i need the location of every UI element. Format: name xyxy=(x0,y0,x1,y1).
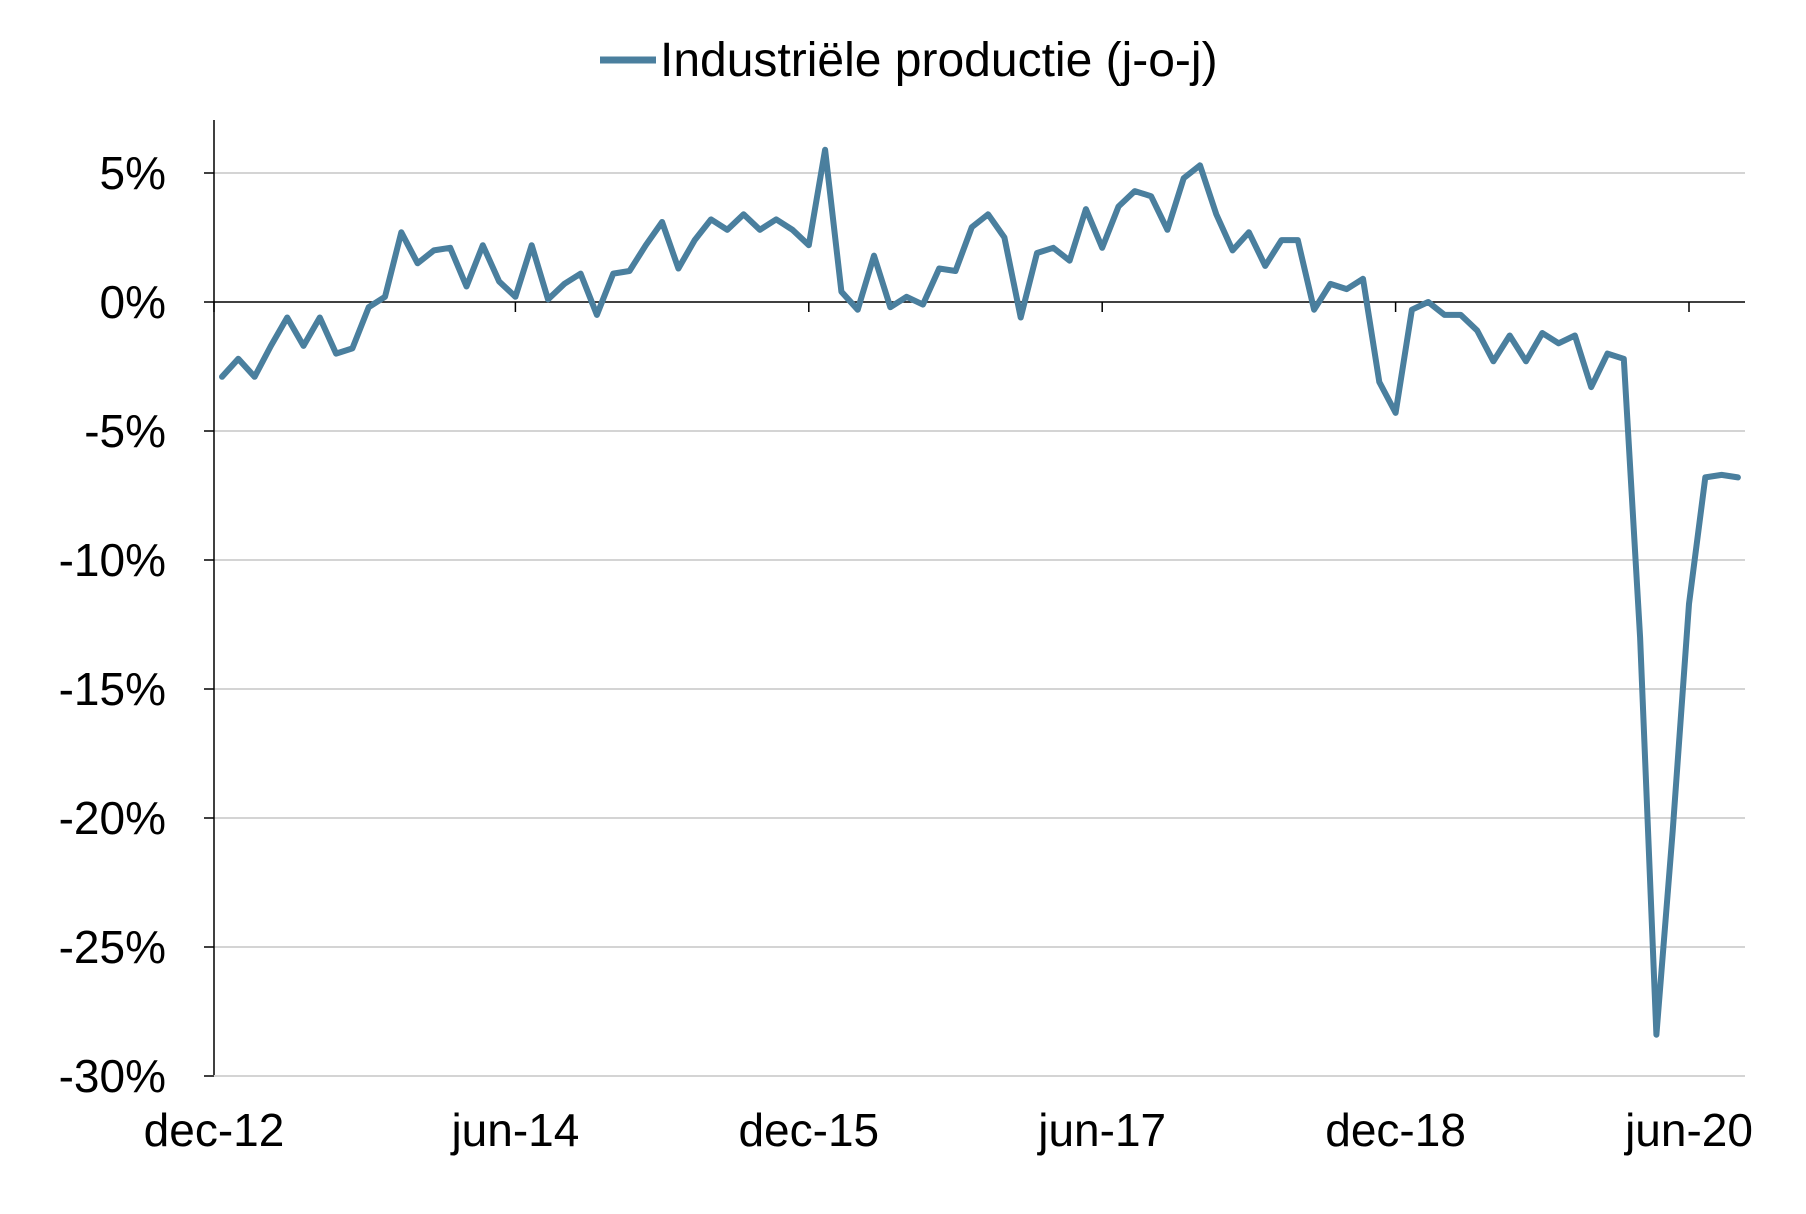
x-tick-label: jun-20 xyxy=(1623,1104,1753,1156)
y-tick-label: -5% xyxy=(84,405,166,457)
legend-label: Industriële productie (j-o-j) xyxy=(660,34,1218,87)
x-tick-label: jun-14 xyxy=(449,1104,579,1156)
y-tick-label: 0% xyxy=(100,276,166,328)
y-tick-label: -15% xyxy=(59,663,166,715)
y-tick-label: 5% xyxy=(100,147,166,199)
y-tick-label: -20% xyxy=(59,792,166,844)
x-tick-label: dec-18 xyxy=(1325,1104,1466,1156)
gridlines xyxy=(214,172,1745,1077)
series-layer xyxy=(219,146,1741,1038)
legend: Industriële productie (j-o-j) xyxy=(600,34,1218,87)
x-tick-label: jun-17 xyxy=(1036,1104,1166,1156)
x-tick-label: dec-12 xyxy=(144,1104,285,1156)
y-tick-label: -25% xyxy=(59,921,166,973)
series-line xyxy=(219,146,1741,1038)
y-tick-label: -30% xyxy=(59,1050,166,1102)
x-tick-label: dec-15 xyxy=(738,1104,879,1156)
axes: 5% 0% -5% -10% -15% -20% -25% -30%dec-12 jun-14 d… xyxy=(59,120,1753,1156)
y-tick-label: -10% xyxy=(59,534,166,586)
